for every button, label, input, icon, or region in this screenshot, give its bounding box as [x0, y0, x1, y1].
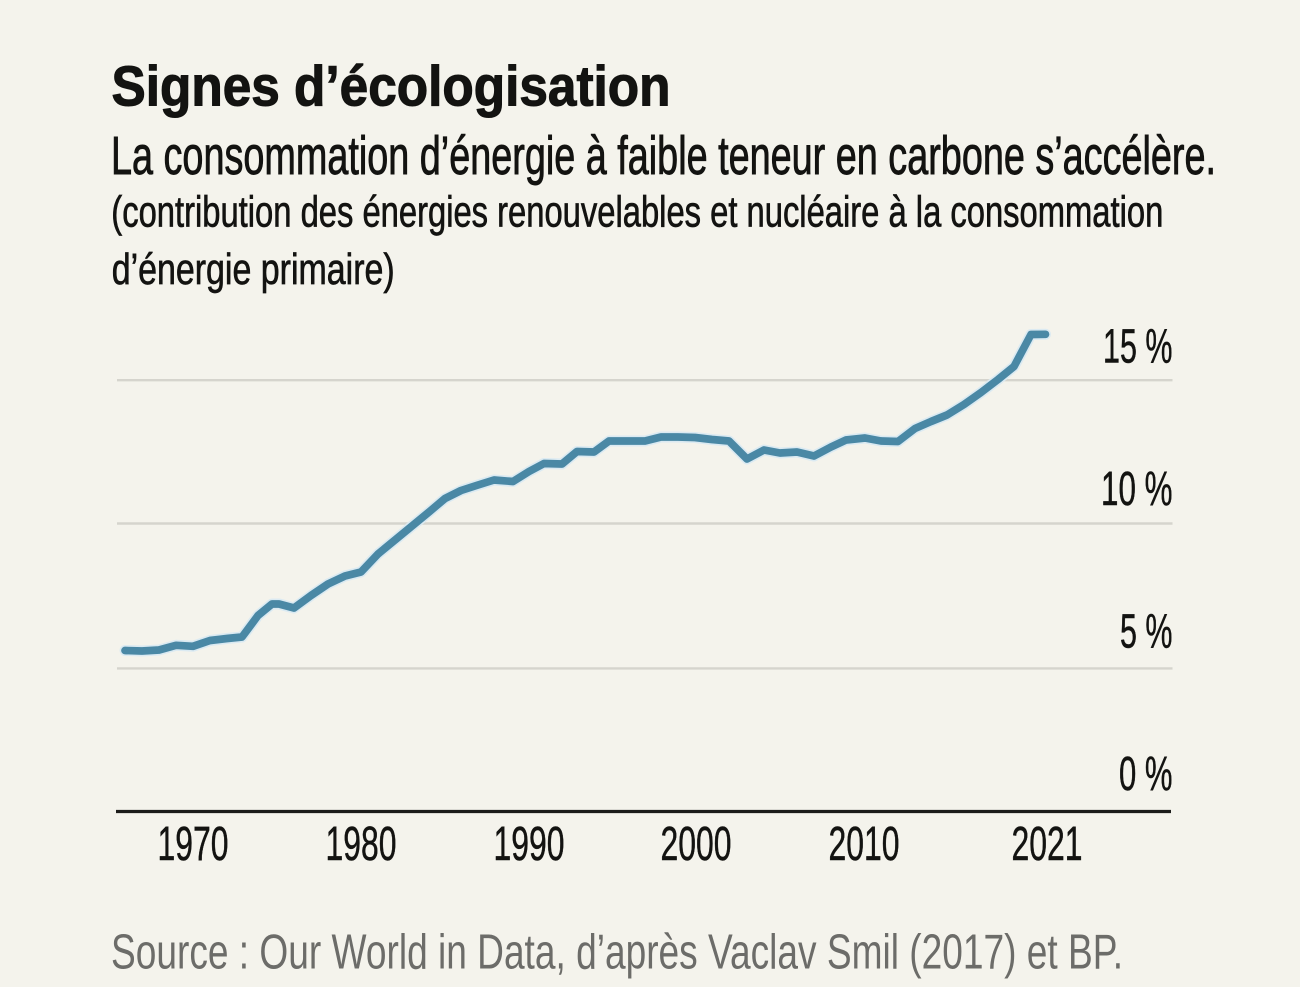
- svg-text:d’énergie primaire): d’énergie primaire): [112, 245, 395, 294]
- svg-text:1990: 1990: [494, 818, 565, 871]
- svg-text:0 %: 0 %: [1119, 748, 1173, 801]
- svg-text:1970: 1970: [158, 818, 229, 871]
- svg-text:15 %: 15 %: [1103, 320, 1173, 373]
- svg-text:(contribution des énergies ren: (contribution des énergies renouvelables…: [111, 188, 1163, 237]
- svg-text:5 %: 5 %: [1120, 606, 1173, 659]
- svg-text:2010: 2010: [829, 818, 900, 871]
- svg-text:2021: 2021: [1012, 818, 1083, 871]
- svg-text:Source : Our World in Data, d’: Source : Our World in Data, d’après Vacl…: [111, 926, 1123, 980]
- svg-text:2000: 2000: [661, 818, 732, 871]
- svg-text:1980: 1980: [326, 818, 397, 871]
- svg-text:10 %: 10 %: [1101, 463, 1173, 516]
- svg-text:La consommation d’énergie à fa: La consommation d’énergie à faible teneu…: [111, 126, 1216, 186]
- svg-text:Signes d’écologisation: Signes d’écologisation: [112, 55, 671, 119]
